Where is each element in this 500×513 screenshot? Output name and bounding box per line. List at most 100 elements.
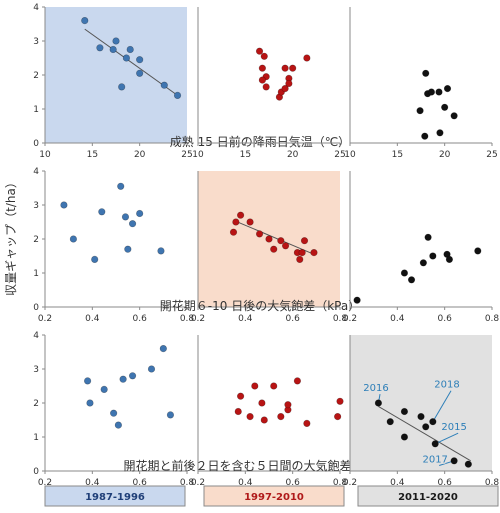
data-point <box>81 17 89 25</box>
x-axis-title: 成熟 15 日前の降雨日気温（℃） <box>170 134 350 149</box>
data-point <box>336 397 344 405</box>
data-point <box>285 79 293 88</box>
panel-r2-c1: 0.2 0.4 0.6 0.8 0 1 2 3 4 <box>33 167 194 324</box>
data-point <box>136 56 144 64</box>
data-point <box>124 245 132 253</box>
x-tick-label: 0.4 <box>390 314 405 324</box>
panel-r3-c3: 0.2 0.4 0.6 0.8 2016 2018 2015 2017 <box>343 335 500 488</box>
data-point <box>303 419 311 428</box>
x-tick-label: 0.8 <box>485 314 500 324</box>
data-point <box>296 255 304 264</box>
data-point <box>100 385 108 394</box>
x-tick-label: 15 <box>240 150 251 160</box>
x-tick-label: 0.2 <box>343 314 357 324</box>
x-tick-label: 15 <box>392 150 403 160</box>
x-tick-label: 25 <box>181 150 192 160</box>
x-tick-label: 0.4 <box>390 478 405 488</box>
data-point <box>83 377 92 385</box>
data-point <box>281 84 289 93</box>
data-point <box>429 252 437 260</box>
x-tick-label: 0.6 <box>438 314 453 324</box>
data-point <box>136 69 144 77</box>
data-point <box>400 433 409 441</box>
x-tick-label: 15 <box>87 150 98 160</box>
data-point <box>303 54 311 62</box>
data-point <box>450 112 458 120</box>
data-point <box>427 88 436 96</box>
y-axis-label: 収量ギャップ（t/ha） <box>4 176 18 296</box>
annotation-leader <box>434 432 459 445</box>
data-point <box>464 460 472 468</box>
data-point <box>86 399 94 407</box>
x-tick-label: 0.2 <box>343 478 357 488</box>
data-point <box>237 392 245 400</box>
data-point <box>119 375 127 383</box>
x-tick-label: 25 <box>334 150 345 160</box>
x-tick-label: 0.8 <box>485 478 500 488</box>
trend-line <box>233 219 315 255</box>
data-point <box>422 69 430 77</box>
x-tick-label: 0.2 <box>191 478 205 488</box>
annotation-label: 2017 <box>422 455 447 466</box>
panel-r1-c2: 10 15 20 25 <box>192 7 346 160</box>
data-point <box>260 416 268 424</box>
period-legend: 1987-1996 1997-2010 2011-2020 <box>44 485 499 507</box>
data-point <box>60 201 68 209</box>
data-point <box>126 45 134 54</box>
data-point <box>281 242 290 250</box>
x-tick-label: 0.8 <box>180 314 195 324</box>
data-point <box>431 440 439 448</box>
data-point <box>96 44 104 52</box>
data-point <box>121 213 130 221</box>
annotation-label: 2018 <box>434 380 459 391</box>
data-point <box>421 132 429 140</box>
y-tick-label: 0 <box>33 467 39 477</box>
x-tick-label: 20 <box>287 150 299 160</box>
data-point <box>284 401 292 409</box>
x-tick-label: 0.2 <box>191 314 205 324</box>
data-point <box>400 269 409 277</box>
x-tick-label: 0.4 <box>238 478 253 488</box>
data-point <box>422 423 430 431</box>
x-tick-label: 0.4 <box>85 314 100 324</box>
data-point <box>277 237 285 245</box>
x-tick-label: 10 <box>39 150 51 160</box>
data-point <box>128 220 137 228</box>
trend-line <box>378 405 471 462</box>
panel-shading <box>45 7 187 143</box>
data-point <box>300 237 309 245</box>
data-point <box>246 413 254 421</box>
data-point <box>166 411 175 419</box>
data-point <box>255 47 264 55</box>
y-tick-label: 4 <box>33 3 39 13</box>
x-tick-label: 0.6 <box>438 478 453 488</box>
data-point <box>98 208 106 216</box>
data-point <box>147 365 156 373</box>
x-tick-label: 0.8 <box>333 314 348 324</box>
annotation-label: 2015 <box>441 422 466 433</box>
data-point <box>474 247 482 255</box>
data-point <box>258 399 266 407</box>
data-point <box>407 276 416 284</box>
x-tick-label: 10 <box>192 150 204 160</box>
data-point <box>400 407 409 416</box>
x-axis-title: 開花期６-10 日後の大気飽差（kPa） <box>160 298 360 313</box>
data-point <box>298 249 306 257</box>
data-point <box>114 421 122 429</box>
x-tick-label: 0.6 <box>286 478 301 488</box>
x-tick-label: 20 <box>439 150 451 160</box>
panel-r1-c1: 10 15 20 25 0 1 2 3 4 成熟 15 日前の降雨日気温（℃） <box>33 3 350 160</box>
x-tick-label: 0.8 <box>333 478 348 488</box>
period-legend-label: 2011-2020 <box>398 492 458 503</box>
data-point <box>173 91 182 99</box>
data-point <box>441 103 449 111</box>
data-point <box>310 249 318 257</box>
y-tick-label: 0 <box>33 139 39 149</box>
panel-r3-c2: 0.2 0.4 0.6 0.8 開花期と前後２日を含む５日間の大気飽差（kPa） <box>123 335 397 488</box>
annotation-label: 2016 <box>363 383 388 394</box>
y-tick-label: 2 <box>33 71 39 81</box>
data-point <box>160 81 168 89</box>
data-point <box>122 54 131 62</box>
